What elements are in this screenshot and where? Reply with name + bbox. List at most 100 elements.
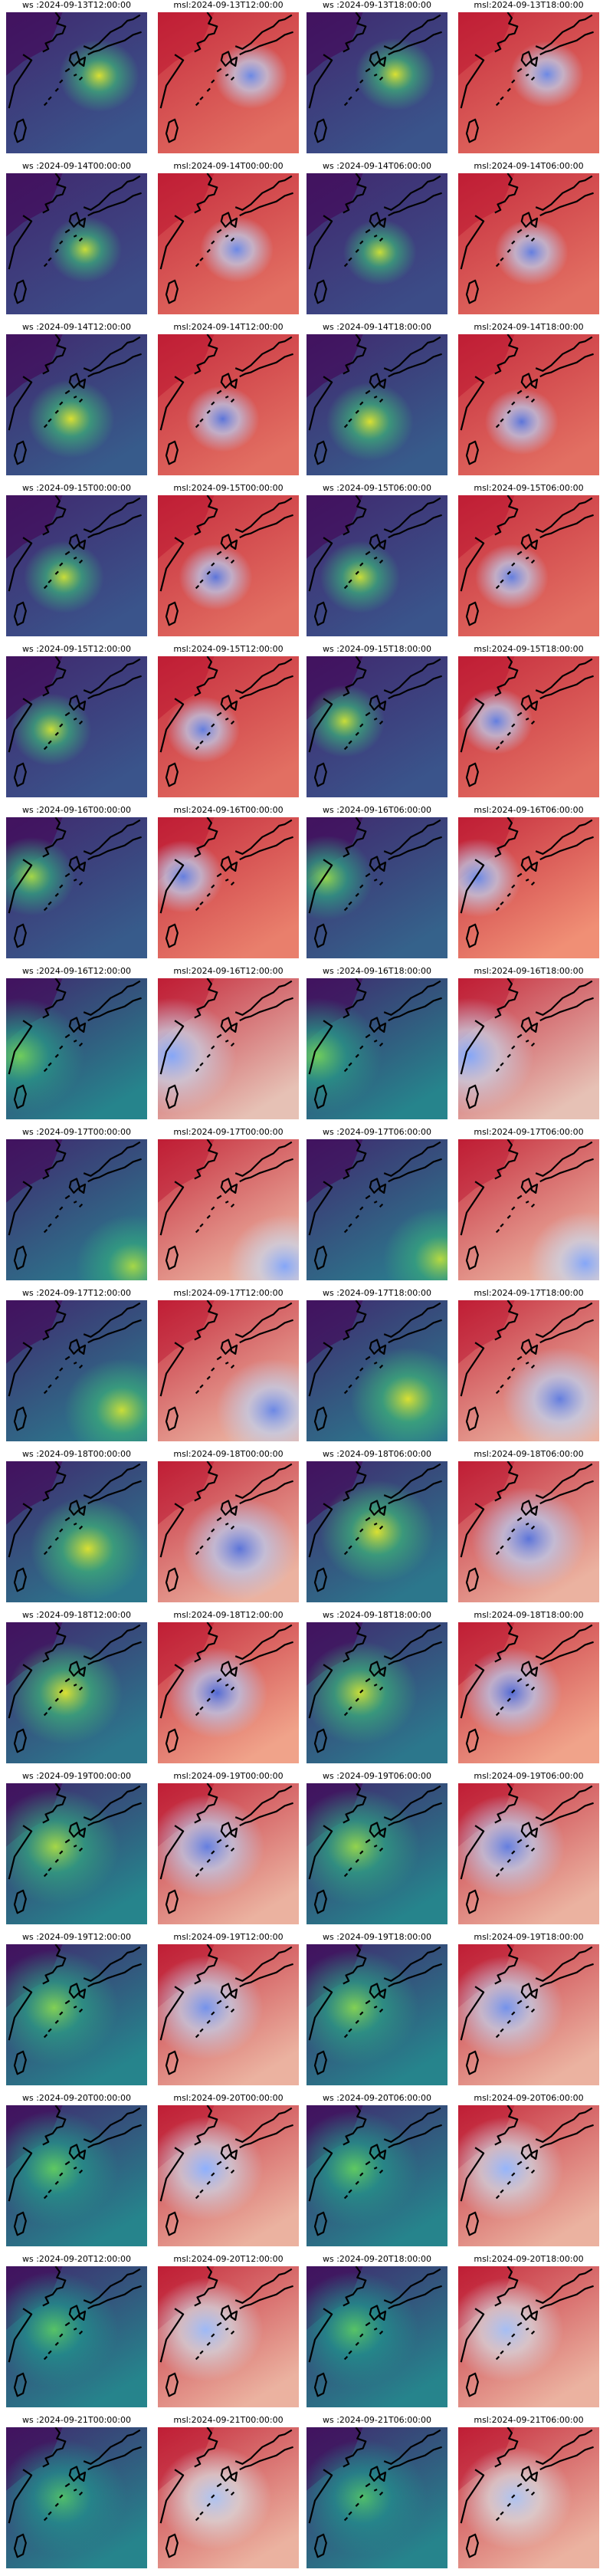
map-panel: ws :2024-09-14T18:00:00 [306, 322, 447, 475]
pressure-map [158, 1461, 299, 1602]
wind-speed-map [306, 1944, 447, 2085]
map-panel: msl:2024-09-16T06:00:00 [458, 805, 599, 958]
panel-title: msl:2024-09-21T06:00:00 [474, 2415, 584, 2425]
panel-title: ws :2024-09-19T06:00:00 [323, 1771, 431, 1781]
land-shading [6, 12, 63, 76]
map-panel: ws :2024-09-15T12:00:00 [6, 644, 147, 797]
panel-title: msl:2024-09-20T06:00:00 [474, 2093, 584, 2103]
pressure-map [458, 1783, 599, 1924]
pressure-map [158, 1300, 299, 1441]
storm-field [64, 1359, 147, 1441]
storm-field [343, 219, 417, 286]
pressure-map [458, 173, 599, 314]
coastline [8, 978, 142, 1109]
coastline [308, 495, 442, 626]
pressure-map [158, 1139, 299, 1280]
map-panel: msl:2024-09-18T00:00:00 [158, 1449, 299, 1602]
coastline [308, 334, 442, 465]
pressure-map [458, 1300, 599, 1441]
wind-speed-map [306, 2427, 447, 2568]
land-shading [6, 1139, 63, 1203]
coastline [308, 173, 442, 304]
land-shading [306, 173, 363, 237]
land-shading [458, 334, 515, 398]
storm-field [350, 1347, 447, 1441]
wind-speed-map [6, 1622, 147, 1763]
panel-title: ws :2024-09-17T18:00:00 [323, 1288, 431, 1298]
coastline [8, 334, 142, 465]
land-shading [306, 495, 363, 559]
panel-title: ws :2024-09-17T12:00:00 [22, 1288, 131, 1298]
storm-field [6, 2440, 127, 2556]
panel-title: ws :2024-09-18T00:00:00 [22, 1449, 131, 1459]
coastline [159, 2266, 293, 2397]
storm-field [6, 2111, 119, 2227]
storm-field [320, 540, 401, 613]
land-shading [458, 1461, 515, 1525]
panel-title: ws :2024-09-14T12:00:00 [22, 322, 131, 332]
land-shading [6, 334, 63, 398]
pressure-map [158, 656, 299, 797]
coastline [159, 1300, 293, 1431]
map-panel: ws :2024-09-21T06:00:00 [306, 2415, 447, 2568]
wind-speed-map [306, 1622, 447, 1763]
panel-title: ws :2024-09-20T00:00:00 [22, 2093, 131, 2103]
storm-field [458, 838, 522, 918]
land-shading [306, 1139, 363, 1203]
pressure-map [458, 1461, 599, 1602]
panel-title: ws :2024-09-15T00:00:00 [22, 483, 131, 493]
panel-title: msl:2024-09-18T12:00:00 [173, 1610, 284, 1620]
storm-field [459, 688, 533, 754]
land-shading [306, 334, 363, 398]
pressure-map [158, 334, 299, 475]
coastline [308, 2105, 442, 2236]
land-shading [6, 1461, 63, 1525]
coastline [308, 1300, 442, 1431]
wind-speed-map [306, 978, 447, 1119]
map-panel: msl:2024-09-13T18:00:00 [458, 0, 599, 153]
land-shading [458, 12, 515, 76]
pressure-map [158, 173, 299, 314]
coastline [159, 2105, 293, 2236]
storm-field [458, 2117, 564, 2221]
map-panel: ws :2024-09-13T18:00:00 [306, 0, 447, 153]
map-panel: ws :2024-09-20T06:00:00 [306, 2093, 447, 2246]
panel-title: msl:2024-09-13T12:00:00 [173, 0, 284, 10]
pressure-map [158, 12, 299, 153]
land-shading [158, 1300, 215, 1364]
panel-title: ws :2024-09-20T12:00:00 [22, 2254, 131, 2264]
coastline [308, 1139, 442, 1270]
wind-speed-map [6, 978, 147, 1119]
map-panel: ws :2024-09-16T00:00:00 [6, 805, 147, 958]
pressure-map [458, 656, 599, 797]
panel-title: msl:2024-09-18T06:00:00 [474, 1449, 584, 1459]
map-panel: msl:2024-09-15T06:00:00 [458, 483, 599, 636]
coastline [8, 2266, 142, 2397]
coastline [460, 495, 594, 626]
land-shading [6, 495, 63, 559]
panel-title: msl:2024-09-16T12:00:00 [173, 966, 284, 976]
coastline [460, 2427, 594, 2558]
coastline [308, 12, 442, 143]
panel-title: ws :2024-09-17T06:00:00 [323, 1127, 431, 1137]
storm-field [306, 1789, 421, 1905]
coastline [8, 1944, 142, 2075]
panel-title: msl:2024-09-15T18:00:00 [474, 644, 584, 654]
pressure-map [158, 2427, 299, 2568]
storm-field [23, 540, 104, 613]
panel-title: ws :2024-09-20T18:00:00 [323, 2254, 431, 2264]
coastline [159, 2427, 293, 2558]
panel-title: msl:2024-09-21T00:00:00 [173, 2415, 284, 2425]
map-panel: msl:2024-09-20T18:00:00 [458, 2254, 599, 2407]
storm-field [158, 2278, 264, 2382]
panel-title: ws :2024-09-19T00:00:00 [22, 1771, 131, 1781]
wind-speed-map [306, 173, 447, 314]
pressure-map [158, 2105, 299, 2246]
storm-field [484, 388, 559, 455]
wind-speed-map [306, 1300, 447, 1441]
panel-title: msl:2024-09-17T12:00:00 [173, 1288, 284, 1298]
wind-speed-map [6, 2105, 147, 2246]
map-panel: msl:2024-09-19T00:00:00 [158, 1771, 299, 1924]
storm-field [306, 835, 374, 921]
storm-field [200, 216, 274, 283]
